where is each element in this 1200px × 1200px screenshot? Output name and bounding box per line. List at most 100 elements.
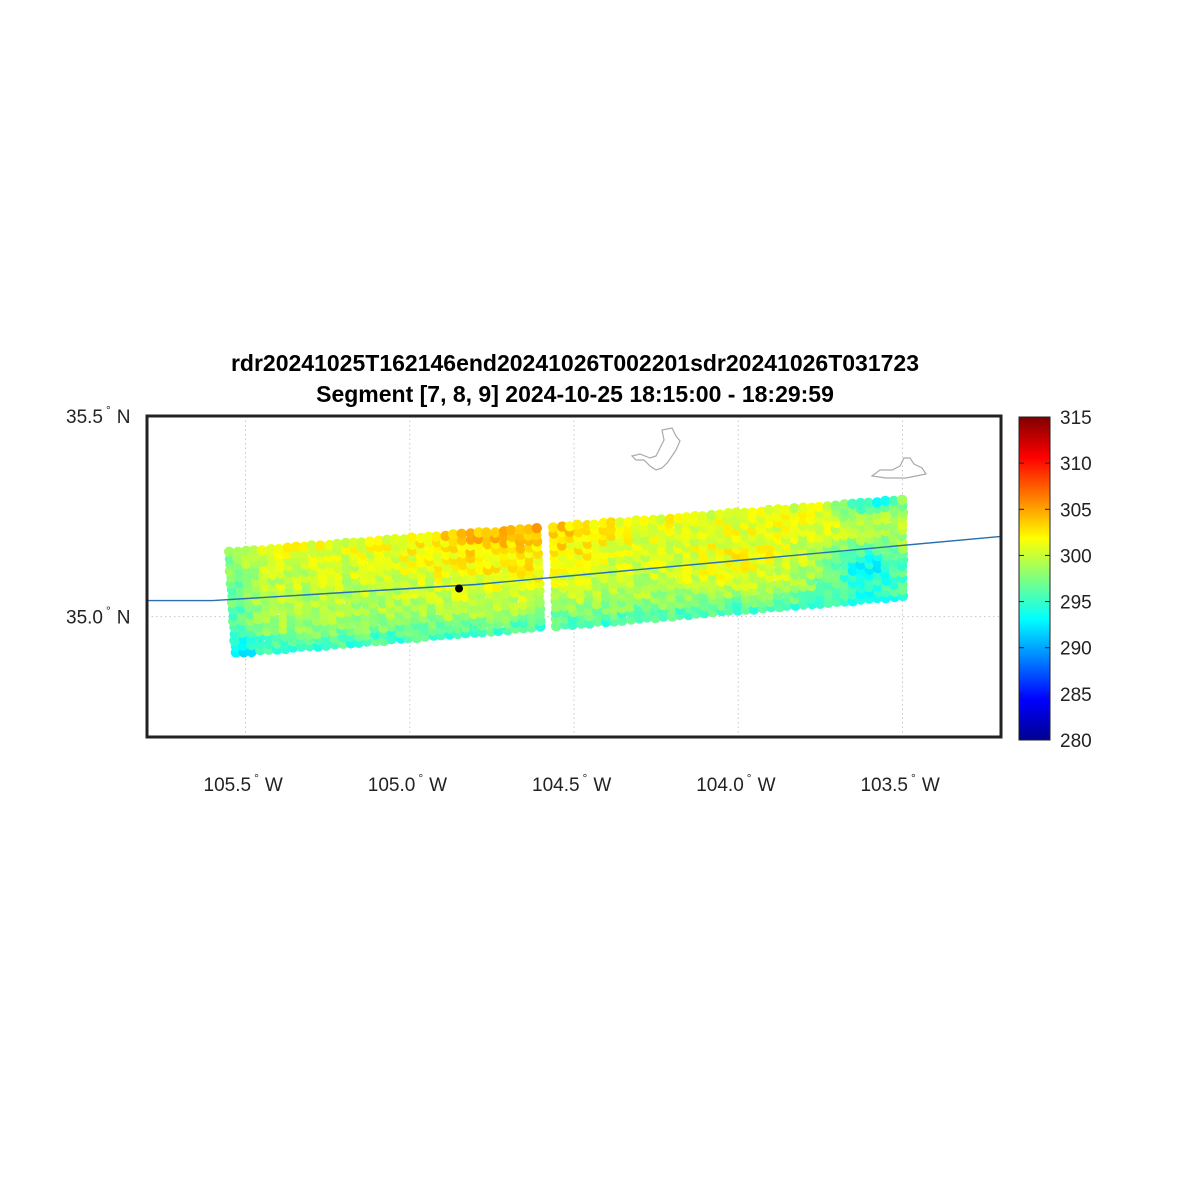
swath-point bbox=[431, 531, 442, 542]
swath-point bbox=[523, 524, 534, 535]
swath-point bbox=[406, 532, 417, 543]
swath-point bbox=[747, 507, 758, 518]
swath-point bbox=[598, 561, 610, 573]
swath-point bbox=[373, 535, 385, 546]
title-line-1: rdr20241025T162146end20241026T002201sdr2… bbox=[230, 350, 920, 376]
map-title: rdr20241025T162146end20241026T002201sdr2… bbox=[0, 348, 1150, 410]
swath-point bbox=[273, 543, 285, 555]
colorbar-ticks: 315 310 305 300 295 290 285 280 bbox=[1019, 408, 1092, 752]
swath-point bbox=[448, 529, 459, 540]
swath-point bbox=[639, 515, 650, 526]
swath-point bbox=[531, 523, 542, 534]
swath-point bbox=[697, 511, 708, 522]
swath-point bbox=[248, 545, 259, 556]
longitude-label: 105.0 ° W bbox=[368, 771, 447, 796]
swath-point bbox=[623, 517, 634, 528]
swath-point bbox=[780, 504, 791, 516]
swath-point bbox=[739, 507, 750, 519]
swath-point bbox=[232, 546, 244, 558]
swath-point bbox=[348, 537, 359, 548]
colorbar-tick-label: 295 bbox=[1060, 593, 1092, 614]
swath-point bbox=[673, 537, 685, 548]
longitude-label-hemisphere: W bbox=[429, 775, 447, 796]
swath-point bbox=[631, 515, 642, 526]
latitude-label-hemisphere: N bbox=[117, 407, 131, 428]
swath-point bbox=[423, 531, 434, 542]
swath-point bbox=[614, 517, 626, 528]
latitude-label-degree: ° bbox=[106, 403, 111, 417]
swath-point bbox=[731, 507, 742, 518]
swath-point bbox=[456, 528, 467, 539]
swath-point bbox=[474, 559, 485, 570]
swath-point bbox=[557, 521, 568, 532]
swath-point bbox=[265, 544, 277, 555]
swath-point bbox=[839, 499, 850, 510]
swath-point bbox=[888, 495, 899, 507]
swath-point bbox=[598, 517, 609, 529]
swath-point bbox=[564, 521, 575, 532]
swath-point bbox=[550, 621, 562, 632]
swath-point bbox=[681, 512, 692, 523]
swath-point bbox=[880, 495, 891, 507]
track-line bbox=[147, 535, 1001, 602]
swath-point bbox=[896, 494, 908, 505]
longitude-label-value: 104.5 bbox=[532, 775, 580, 796]
swath-point bbox=[648, 514, 659, 526]
longitude-label: 103.5 ° W bbox=[860, 771, 939, 796]
swath-point bbox=[432, 550, 443, 561]
latitude-label-value: 35.0 bbox=[66, 608, 103, 629]
swath-point bbox=[813, 532, 825, 543]
swath-point bbox=[632, 583, 644, 595]
swath-point bbox=[282, 542, 293, 553]
swath-point bbox=[460, 610, 471, 621]
swath-point bbox=[340, 537, 351, 549]
swath-point bbox=[481, 527, 492, 538]
swath-point bbox=[798, 502, 809, 513]
longitude-label-value: 103.5 bbox=[860, 775, 908, 796]
colorbar-tick-label: 290 bbox=[1060, 639, 1092, 660]
swath-point bbox=[364, 536, 376, 547]
longitude-label-degree: ° bbox=[583, 771, 588, 785]
longitude-label-hemisphere: W bbox=[265, 775, 283, 796]
swath-point bbox=[813, 501, 825, 513]
swath-point bbox=[515, 524, 526, 535]
swath-point bbox=[582, 575, 593, 586]
swath-point bbox=[224, 546, 235, 557]
swath-point bbox=[617, 615, 628, 626]
swath-point bbox=[465, 528, 476, 539]
swath-point bbox=[324, 539, 335, 551]
longitude-label-value: 105.5 bbox=[204, 775, 252, 796]
swath-point bbox=[689, 511, 701, 522]
swath-point bbox=[706, 510, 717, 521]
swath-point bbox=[241, 545, 252, 557]
swath-point bbox=[381, 534, 393, 545]
longitude-label-hemisphere: W bbox=[593, 775, 611, 796]
swath-point bbox=[723, 508, 734, 519]
swath-point bbox=[763, 504, 775, 516]
longitude-label-hemisphere: W bbox=[758, 775, 776, 796]
swath-point bbox=[665, 513, 676, 525]
swath-point bbox=[589, 519, 600, 530]
swath-point bbox=[505, 525, 517, 536]
swath-point bbox=[830, 500, 841, 511]
swath-point bbox=[872, 497, 883, 508]
colorbar-tick-label: 315 bbox=[1060, 408, 1092, 429]
swath-point bbox=[534, 585, 545, 597]
swath-point bbox=[415, 532, 427, 544]
longitude-label-degree: ° bbox=[747, 771, 752, 785]
colorbar bbox=[1018, 416, 1051, 741]
swath-points bbox=[224, 494, 909, 658]
swath-point bbox=[855, 497, 866, 509]
longitude-label-value: 105.0 bbox=[368, 775, 416, 796]
swath-point bbox=[623, 553, 634, 565]
swath-point bbox=[441, 549, 452, 560]
swath-point bbox=[572, 519, 583, 530]
swath-point bbox=[547, 522, 559, 533]
swath-point bbox=[606, 517, 617, 528]
swath-point bbox=[490, 527, 501, 538]
swath-point bbox=[349, 569, 361, 580]
swath-point bbox=[356, 537, 367, 548]
swath-point bbox=[291, 541, 302, 552]
longitude-label-degree: ° bbox=[254, 771, 259, 785]
